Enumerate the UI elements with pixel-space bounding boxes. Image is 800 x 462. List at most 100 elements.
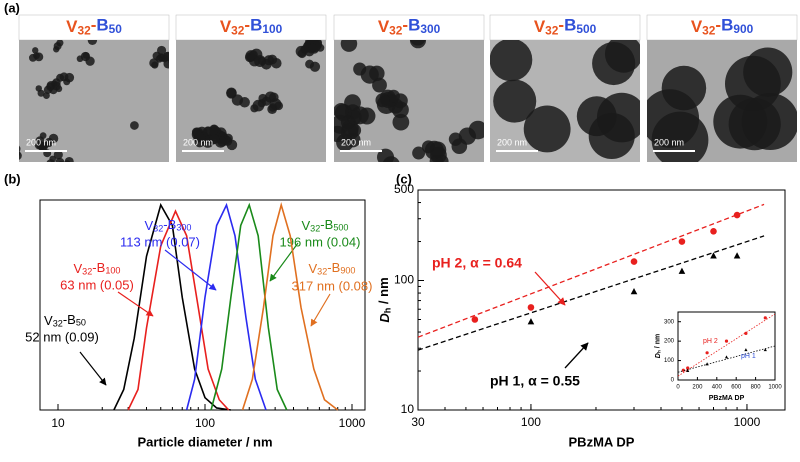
- particle: [163, 59, 169, 69]
- particle: [64, 160, 71, 162]
- label-part: 32: [82, 267, 92, 277]
- x-tick-label: 600: [731, 385, 742, 391]
- arrow: [164, 249, 217, 291]
- particles: [191, 40, 325, 151]
- label-part: 900: [733, 22, 753, 36]
- particles: [647, 47, 797, 162]
- particle: [308, 43, 317, 52]
- label-part: V: [74, 261, 83, 276]
- point: [630, 288, 638, 295]
- label-part: B: [250, 16, 262, 35]
- particle: [5, 149, 12, 156]
- particle: [360, 65, 379, 84]
- panel-label: (a): [4, 0, 20, 15]
- panel-label: (b): [4, 171, 21, 186]
- label-part: V: [220, 17, 232, 36]
- label-part: -: [402, 16, 408, 35]
- label-part: B: [168, 217, 177, 232]
- label-part: 32: [231, 24, 245, 38]
- x-tick-label: 10: [51, 416, 65, 430]
- particle: [340, 123, 359, 141]
- particle: [3, 137, 10, 144]
- particle: [410, 40, 426, 46]
- x-tick-label: 100: [521, 415, 541, 429]
- y-tick-label: 10: [401, 402, 415, 416]
- particle: [10, 148, 18, 156]
- scale-bar: [182, 150, 224, 152]
- label-part: -: [63, 312, 67, 327]
- particle: [6, 134, 14, 142]
- particle: [350, 106, 369, 125]
- particle: [64, 161, 67, 162]
- particles: [334, 40, 484, 162]
- particle: [2, 140, 11, 149]
- label-part: 100: [262, 22, 282, 36]
- label-part: B: [96, 16, 108, 35]
- particle: [340, 40, 358, 52]
- particle: [209, 134, 220, 144]
- distribution-line: [210, 202, 288, 411]
- micrograph-label: V32-B50: [66, 16, 122, 38]
- x-tick-label: 800: [751, 385, 762, 391]
- particle: [493, 79, 537, 123]
- particle: [5, 143, 12, 150]
- label-part: V: [378, 17, 390, 36]
- series-annotation: pH 1, α = 0.55: [490, 373, 580, 389]
- particle: [448, 132, 463, 146]
- y-tick-label: 100: [394, 273, 414, 287]
- label-part: h: [657, 350, 663, 353]
- particle: [87, 40, 98, 46]
- label-part: 32: [53, 319, 63, 329]
- point: [705, 351, 709, 355]
- point: [710, 227, 717, 235]
- fit-line: [677, 313, 776, 377]
- point: [705, 362, 709, 366]
- micrograph-label: V32-B500: [534, 16, 597, 38]
- point: [744, 331, 748, 335]
- particle: [387, 89, 400, 103]
- particle: [7, 137, 15, 145]
- fit-line: [417, 235, 765, 351]
- particle: [6, 132, 15, 141]
- plot-frame: [39, 199, 366, 411]
- scale-bar-label: 200 nm: [183, 137, 213, 147]
- particle: [163, 51, 169, 62]
- label-part: B: [408, 16, 420, 35]
- label-part: 32: [310, 224, 320, 234]
- label-part: V: [44, 313, 53, 328]
- x-tick-label: 1000: [339, 416, 366, 430]
- particle: [38, 142, 48, 152]
- label-part: B: [564, 16, 576, 35]
- particle: [65, 161, 71, 162]
- particle: [741, 93, 797, 151]
- point: [744, 348, 748, 352]
- label-part: -: [163, 217, 167, 232]
- particles: [490, 40, 640, 160]
- label-part: 32: [545, 24, 559, 38]
- particle: [156, 45, 167, 55]
- particle: [490, 40, 533, 82]
- point: [686, 368, 690, 372]
- y-tick-label: 0: [671, 378, 675, 384]
- point: [630, 258, 638, 265]
- particle: [430, 146, 447, 162]
- particle: [523, 105, 571, 153]
- particle: [263, 55, 275, 66]
- label-part: -: [92, 260, 96, 275]
- series-annotation: pH 1: [741, 353, 756, 360]
- particle: [252, 99, 265, 112]
- particle: [9, 151, 16, 158]
- label-part: -: [327, 260, 331, 275]
- x-tick-label: 1000: [768, 385, 782, 391]
- x-axis-label: PBzMA DP: [569, 434, 635, 449]
- particle: [19, 145, 21, 153]
- particle: [53, 163, 60, 170]
- label-part: 50: [109, 22, 123, 36]
- particle: [34, 52, 44, 62]
- x-tick-label: 100: [195, 416, 215, 430]
- series-label: V32-B100: [74, 260, 121, 277]
- label-band: [333, 14, 485, 41]
- particle: [9, 151, 18, 160]
